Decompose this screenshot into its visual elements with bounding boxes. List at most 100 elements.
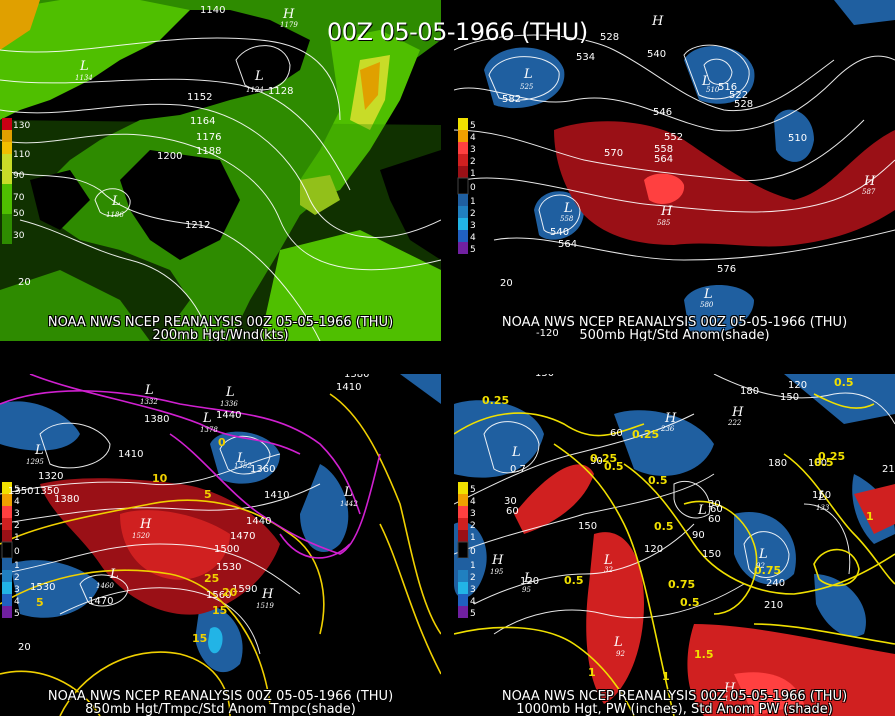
low-value: 1295	[26, 458, 44, 466]
contour-label: 1164	[190, 116, 215, 127]
legend-label: 4	[14, 597, 20, 607]
panel-source-caption: NOAA NWS NCEP REANALYSIS 00Z 05-05-1966 …	[47, 315, 394, 330]
legend-label: 2	[14, 521, 20, 531]
temp-label: 20	[222, 586, 238, 599]
pw-label: 0.5	[654, 520, 674, 533]
high-value: 195	[490, 568, 504, 576]
high-center: H	[139, 517, 152, 532]
low-center: L	[817, 489, 827, 504]
map-1000mb: 5 4 3 2 1 0 1 2 3 4 5 150 60 180 120 150…	[454, 374, 895, 716]
low-value: 92	[616, 650, 625, 658]
pw-label: 1	[866, 510, 874, 523]
temp-label: 15	[192, 632, 207, 645]
high-value: 1520	[132, 532, 150, 540]
panel-source-caption: NOAA NWS NCEP REANALYSIS 00Z 05-05-1966 …	[47, 689, 394, 704]
high-value: -11	[722, 695, 733, 703]
legend-label: 1	[470, 197, 476, 207]
panel-source-caption: NOAA NWS NCEP REANALYSIS 00Z 05-05-1966 …	[501, 689, 848, 704]
contour-label: 558	[654, 144, 673, 155]
contour-label: 576	[717, 264, 736, 275]
legend-label: 1	[470, 533, 476, 543]
contour-label: 1410	[264, 490, 289, 501]
low-center: L	[236, 451, 246, 466]
contour-label: 120	[788, 380, 807, 391]
contour-label: 90	[590, 456, 603, 467]
contour-label: 510	[788, 133, 807, 144]
pw-label: 0.75	[754, 564, 781, 577]
legend-label: 70	[13, 193, 25, 203]
contour-label: 1530	[216, 562, 241, 573]
low-center: L	[511, 445, 521, 460]
legend-label: 5	[470, 121, 476, 131]
panel-1000mb: 5 4 3 2 1 0 1 2 3 4 5 150 60 180 120 150…	[454, 374, 895, 716]
contour-label: 1410	[336, 382, 361, 393]
pw-label: 0.5	[604, 460, 624, 473]
low-value: 1332	[140, 398, 158, 406]
contour-label: 1470	[88, 596, 113, 607]
low-center: L	[343, 485, 353, 500]
contour-label: 1128	[268, 86, 293, 97]
contour-label: 1176	[196, 132, 221, 143]
pw-label: 0.25	[482, 394, 509, 407]
temp-label: 10	[152, 472, 168, 485]
high-value: 587	[862, 188, 876, 196]
high-center: H	[491, 553, 504, 568]
contour-label: 1152	[187, 92, 212, 103]
legend-label: 3	[470, 221, 476, 231]
low-center: L	[563, 201, 573, 216]
high-center: H	[261, 587, 274, 602]
high-value: 236	[660, 425, 675, 433]
contour-label: 546	[653, 107, 672, 118]
legend-label: 2	[470, 573, 476, 583]
legend-label: 0	[14, 547, 20, 557]
contour-label: 180	[808, 458, 827, 469]
legend-label: 1	[470, 561, 476, 571]
contour-label: 1500	[214, 544, 239, 555]
legend-label: 3	[470, 585, 476, 595]
legend-label: 130	[13, 121, 30, 131]
high-center: H	[863, 174, 876, 189]
low-value: 1442	[340, 500, 358, 508]
pw-label: 0.5	[680, 596, 700, 609]
contour-label: 180	[768, 458, 787, 469]
low-center: L	[697, 503, 707, 518]
contour-label: 534	[576, 52, 595, 63]
low-center: L	[603, 553, 613, 568]
anom-legend: 5 4 3 2 1 0 1 2 3 4 5	[457, 482, 476, 619]
contour-label: 60	[708, 514, 721, 525]
pw-label: 1.5	[694, 648, 714, 661]
contour-label: 570	[604, 148, 623, 159]
legend-label: 1	[14, 533, 20, 543]
panel-field-caption: 1000mb Hgt, PW (inches), Std Anom PW (sh…	[516, 702, 833, 716]
low-value: 1336	[220, 400, 238, 408]
temp-label: 25	[204, 572, 219, 585]
legend-label: 3	[14, 509, 20, 519]
legend-label: 30	[13, 231, 25, 241]
low-center: L	[254, 69, 264, 84]
low-center: L	[225, 385, 235, 400]
legend-label: 1	[470, 169, 476, 179]
contour-label: 516	[718, 82, 737, 93]
panel-200mb: 130 110 90 70 50 30 1140 1152 1164 1176 …	[0, 0, 441, 341]
low-value: 60	[710, 504, 723, 515]
contour-label: 1380	[144, 414, 169, 425]
contour-label: 552	[664, 132, 683, 143]
contour-label: 564	[558, 239, 577, 250]
temp-label: 5	[36, 596, 44, 609]
contour-label: 150	[780, 392, 799, 403]
contour-label: 1212	[185, 220, 210, 231]
lat-label: 20	[18, 277, 31, 288]
contour-label: 90	[692, 530, 705, 541]
high-center: H	[664, 411, 677, 426]
contour-label: 1360	[250, 464, 275, 475]
pw-label: 0.5	[834, 376, 854, 389]
contour-label: 150	[535, 374, 554, 379]
chart-title: 00Z 05-05-1966 (THU)	[327, 18, 588, 46]
low-value: 510	[706, 86, 720, 94]
contour-label: 180	[740, 386, 759, 397]
low-center: L	[703, 287, 713, 302]
panel-850mb: 5 4 3 2 1 0 1 2 3 4 5 1350 1380 1410 132…	[0, 374, 441, 716]
low-center: L	[701, 74, 711, 89]
legend-label: 3	[14, 585, 20, 595]
legend-label: 4	[470, 233, 476, 243]
